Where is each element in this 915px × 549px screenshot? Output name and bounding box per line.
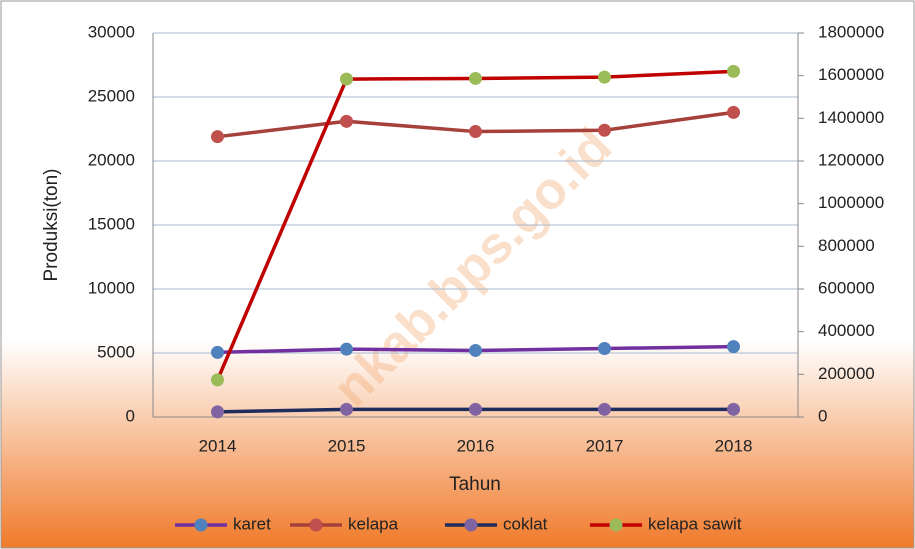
point: [598, 402, 611, 416]
y-tick-label: 20000: [88, 150, 135, 169]
y-tick-label: 0: [126, 406, 135, 425]
legend-marker: [194, 518, 208, 532]
point: [598, 70, 611, 84]
y-tick-label: 25000: [88, 86, 135, 105]
point: [340, 114, 353, 128]
legend-label: karet: [233, 514, 271, 533]
x-tick-label: 2018: [715, 436, 753, 455]
y2-tick-label: 1200000: [818, 150, 884, 169]
point: [469, 71, 482, 85]
y-tick-label: 30000: [88, 22, 135, 41]
y2-tick-label: 400000: [818, 321, 875, 340]
point: [340, 402, 353, 416]
y2-tick-label: 1400000: [818, 108, 884, 127]
y-tick-label: 15000: [88, 214, 135, 233]
point: [727, 340, 740, 354]
legend-label: kelapa sawit: [648, 514, 742, 533]
point: [469, 343, 482, 357]
point: [727, 105, 740, 119]
point: [469, 402, 482, 416]
legend-label: kelapa: [348, 514, 399, 533]
y2-tick-label: 600000: [818, 278, 875, 297]
legend-label: coklat: [503, 514, 548, 533]
y2-tick-label: 1800000: [818, 22, 884, 41]
y2-tick-label: 1600000: [818, 65, 884, 84]
legend-marker: [464, 518, 478, 532]
x-tick-label: 2014: [199, 436, 237, 455]
point: [727, 402, 740, 416]
x-tick-label: 2017: [586, 436, 624, 455]
y-tick-label: 10000: [88, 278, 135, 297]
y-tick-label: 5000: [97, 342, 135, 361]
point: [340, 72, 353, 86]
point: [727, 64, 740, 78]
point: [211, 373, 224, 387]
legend-marker: [309, 518, 323, 532]
y-axis-label: Produksi(ton): [41, 169, 62, 282]
point: [211, 345, 224, 359]
y2-tick-label: 200000: [818, 364, 875, 383]
point: [598, 342, 611, 356]
x-tick-label: 2016: [457, 436, 495, 455]
x-tick-label: 2015: [328, 436, 366, 455]
y2-tick-label: 1000000: [818, 193, 884, 212]
y2-tick-label: 800000: [818, 236, 875, 255]
point: [469, 125, 482, 139]
x-axis-label: Tahun: [449, 474, 501, 495]
legend-marker: [609, 518, 623, 532]
point: [211, 130, 224, 144]
y2-tick-label: 0: [818, 406, 827, 425]
point: [598, 123, 611, 137]
point: [340, 342, 353, 356]
point: [211, 405, 224, 419]
